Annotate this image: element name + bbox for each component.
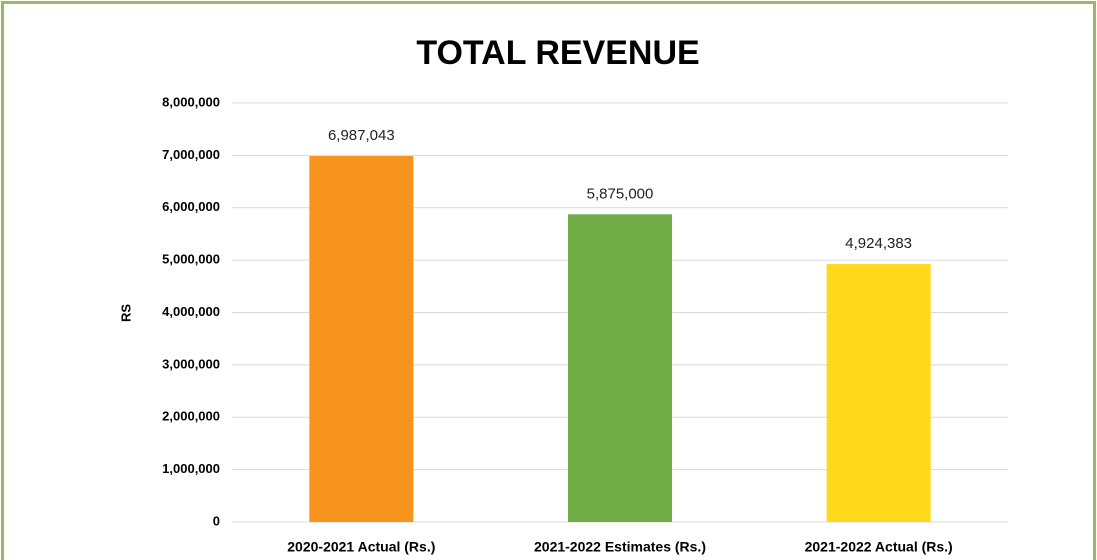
x-tick-label: 2021-2022 Estimates (Rs.) xyxy=(534,539,706,555)
y-tick-label: 3,000,000 xyxy=(162,356,220,371)
x-tick-label: 2021-2022 Actual (Rs.) xyxy=(805,539,953,555)
y-tick-label: 5,000,000 xyxy=(162,252,220,267)
y-tick-label: 7,000,000 xyxy=(162,147,220,162)
y-tick-label: 1,000,000 xyxy=(162,461,220,476)
chart-title: TOTAL REVENUE xyxy=(416,34,699,72)
bar xyxy=(309,156,414,522)
bar xyxy=(826,264,931,522)
value-label: 4,924,383 xyxy=(845,235,912,252)
y-axis-label: RS xyxy=(118,304,133,322)
x-tick-label: 2020-2021 Actual (Rs.) xyxy=(287,539,435,555)
y-tick-label: 2,000,000 xyxy=(162,409,220,424)
bar xyxy=(568,214,672,522)
value-label: 6,987,043 xyxy=(328,127,395,144)
y-tick-label: 6,000,000 xyxy=(162,199,220,214)
value-label: 5,875,000 xyxy=(587,185,654,202)
y-tick-label: 8,000,000 xyxy=(162,94,220,109)
y-tick-label: 4,000,000 xyxy=(162,304,220,319)
y-tick-label: 0 xyxy=(213,513,220,528)
